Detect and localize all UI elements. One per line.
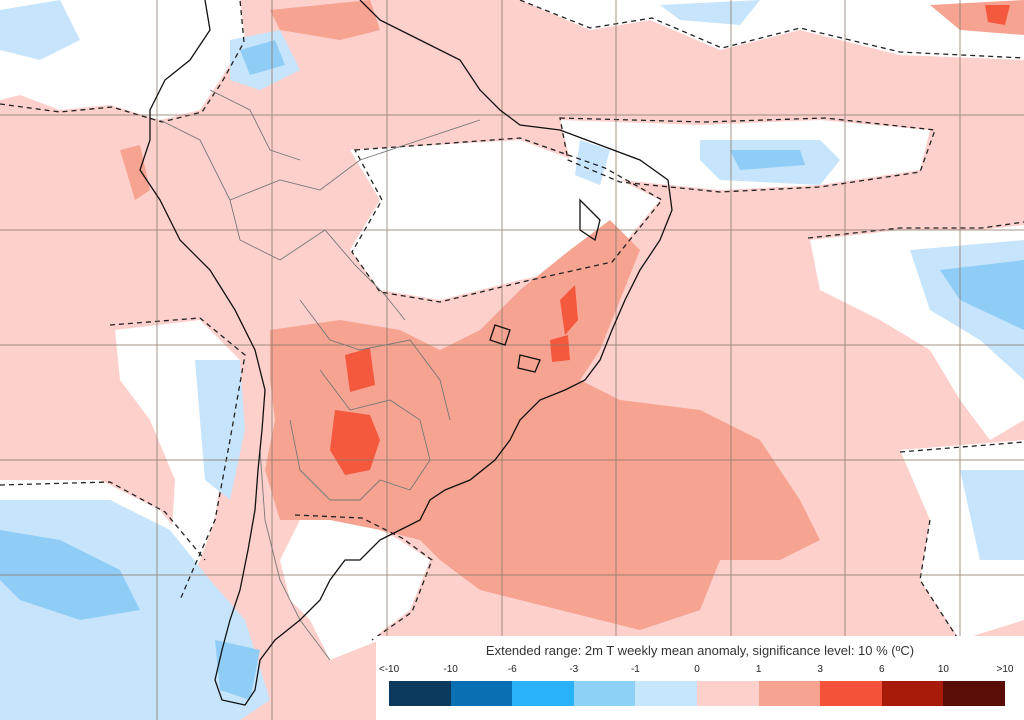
legend-tick: -10 xyxy=(443,664,458,675)
legend-tick: 3 xyxy=(817,664,823,675)
legend-tick: <-10 xyxy=(378,664,400,675)
legend-tick: -6 xyxy=(507,664,517,675)
legend-colorbar xyxy=(389,681,1005,706)
legend-ticks: <-10 -10 -6 -3 -1 0 1 3 6 10 >10 xyxy=(376,664,1024,678)
legend-swatch xyxy=(450,681,513,706)
legend-swatch xyxy=(696,681,759,706)
legend-swatch xyxy=(389,681,451,706)
strong-warm-zones xyxy=(330,5,1010,475)
legend-title: Extended range: 2m T weekly mean anomaly… xyxy=(485,643,915,658)
legend-tick: 1 xyxy=(755,664,762,675)
country-borders xyxy=(159,89,481,661)
legend-tick: 6 xyxy=(879,664,885,675)
legend-swatch xyxy=(820,681,882,706)
legend-swatch xyxy=(881,681,944,706)
legend-tick: >10 xyxy=(996,664,1014,675)
colorbar-legend: Extended range: 2m T weekly mean anomaly… xyxy=(376,636,1024,720)
legend-tick: 0 xyxy=(694,664,700,675)
legend-tick: 10 xyxy=(937,664,949,675)
legend-swatch xyxy=(635,681,697,706)
legend-tick: -1 xyxy=(630,664,640,675)
legend-swatch xyxy=(512,681,574,706)
legend-swatch xyxy=(943,681,1005,706)
legend-tick: -3 xyxy=(569,664,579,675)
significance-contours xyxy=(0,0,1024,643)
coastline xyxy=(139,0,673,706)
legend-swatch xyxy=(758,681,821,706)
legend-swatch xyxy=(573,681,636,706)
